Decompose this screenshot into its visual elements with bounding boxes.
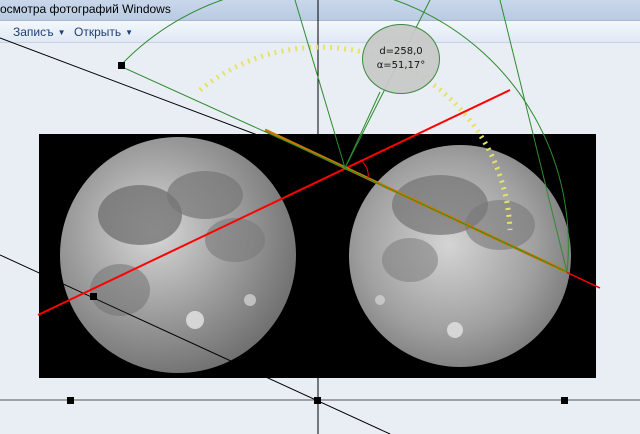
handle-bottom-right[interactable]: [561, 397, 568, 404]
moon-left: [60, 137, 296, 373]
angle-readout: α=51,17°: [376, 60, 426, 71]
protractor-left-ray: [119, 65, 346, 169]
menu-record-label: Записъ: [13, 25, 54, 39]
diagonal-guide-upper[interactable]: [0, 37, 346, 169]
moon-right: [349, 145, 571, 367]
handle-bottom-left[interactable]: [67, 397, 74, 404]
menu-bar: Записъ ▼ Открыть ▼: [0, 21, 640, 43]
handle-top-left[interactable]: [118, 62, 125, 69]
distance-readout: d=258,0: [379, 46, 423, 57]
window-title: осмотра фотографий Windows: [0, 2, 171, 16]
measurement-readout: d=258,0 α=51,17°: [362, 24, 440, 94]
chevron-down-icon: ▼: [125, 28, 134, 37]
protractor-ray-1: [294, 0, 346, 169]
handle-bottom-center[interactable]: [314, 397, 321, 404]
measure-line-red[interactable]: [37, 89, 511, 316]
protractor-base-ray: [344, 167, 568, 273]
menu-open[interactable]: Открыть ▼: [74, 25, 133, 39]
handle-lower-left[interactable]: [90, 293, 97, 300]
angle-arc: [359, 159, 369, 179]
window-titlebar: осмотра фотографий Windows: [0, 0, 640, 21]
chevron-down-icon: ▼: [57, 28, 66, 37]
protractor-outer-arc: [119, 0, 569, 273]
protractor-ray-3: [344, 91, 381, 169]
protractor-right-ray: [499, 0, 568, 273]
diagonal-guide-lower[interactable]: [0, 254, 391, 434]
menu-record[interactable]: Записъ ▼: [13, 25, 66, 39]
menu-open-label: Открыть: [74, 25, 122, 39]
